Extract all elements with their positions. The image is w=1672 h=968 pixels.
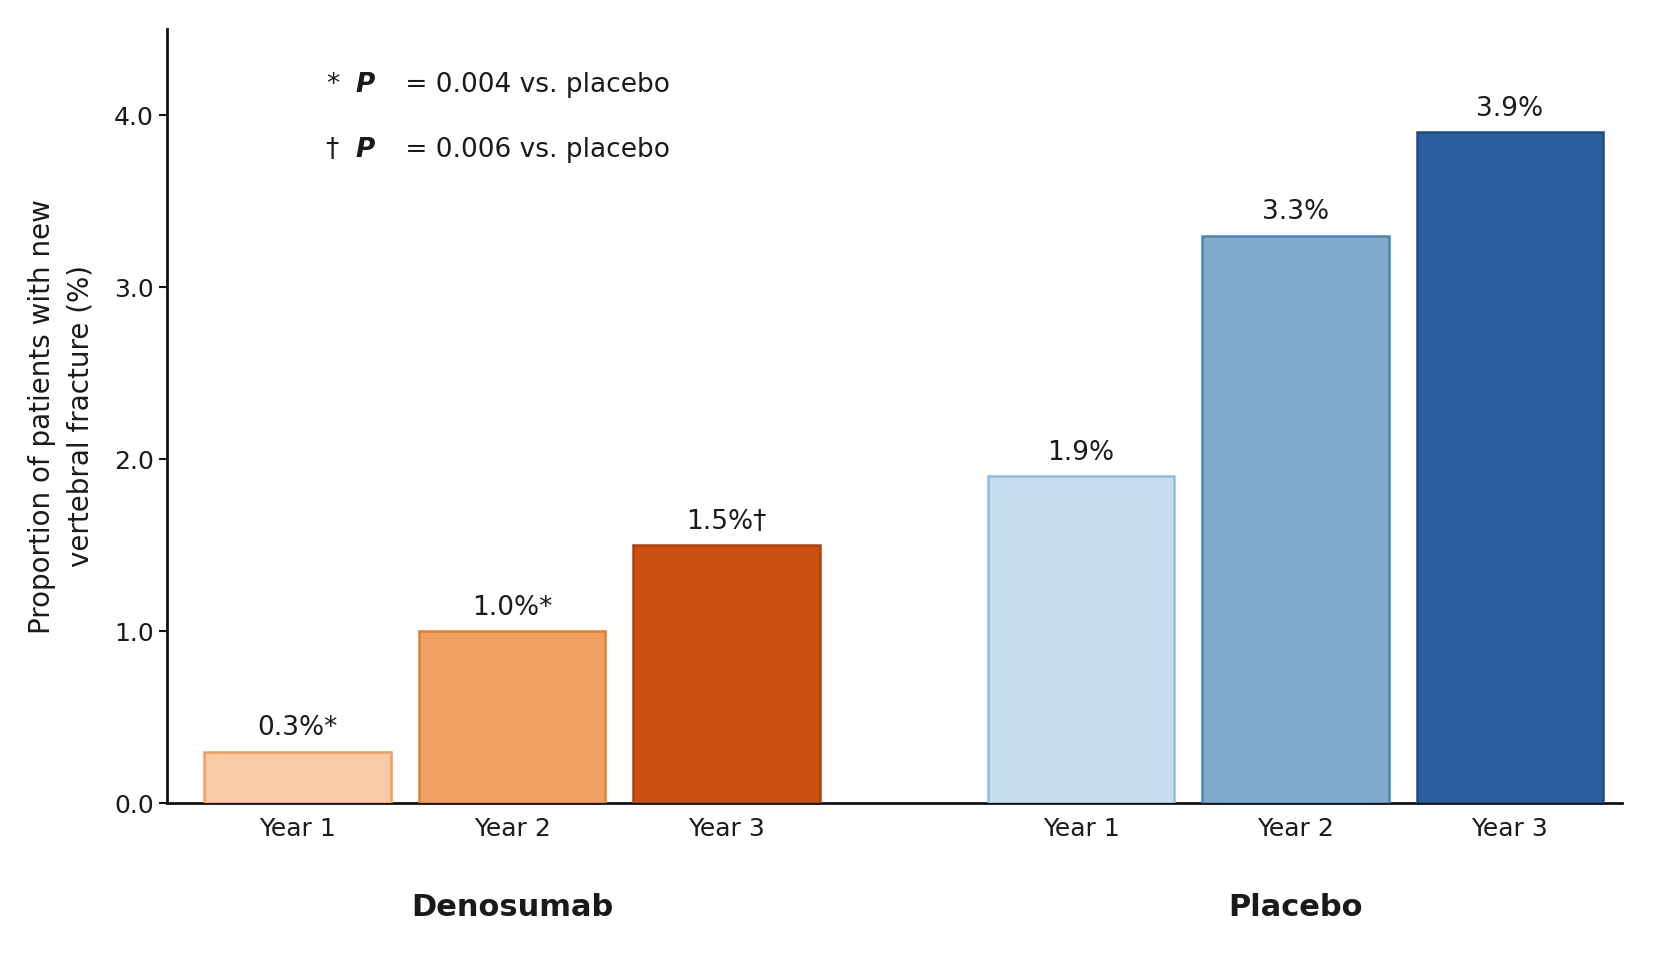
- Text: = 0.006 vs. placebo: = 0.006 vs. placebo: [396, 137, 669, 164]
- Bar: [634, 545, 819, 803]
- Text: P: P: [356, 72, 375, 98]
- Bar: [988, 476, 1174, 803]
- Y-axis label: Proportion of patients with new
vertebral fracture (%): Proportion of patients with new vertebra…: [28, 198, 95, 634]
- Text: = 0.004 vs. placebo: = 0.004 vs. placebo: [396, 72, 669, 98]
- Text: 0.3%*: 0.3%*: [257, 715, 338, 741]
- Bar: [1416, 133, 1603, 803]
- Text: *: *: [326, 72, 339, 98]
- Bar: [1202, 235, 1389, 803]
- Text: 3.9%: 3.9%: [1476, 96, 1543, 122]
- Text: 1.5%†: 1.5%†: [687, 509, 767, 535]
- Text: P: P: [356, 137, 375, 164]
- Text: 1.9%: 1.9%: [1047, 440, 1115, 467]
- Text: Denosumab: Denosumab: [411, 892, 614, 922]
- Text: Placebo: Placebo: [1229, 892, 1363, 922]
- Text: †: †: [326, 137, 339, 164]
- Bar: [420, 631, 605, 803]
- Text: 3.3%: 3.3%: [1262, 199, 1329, 226]
- Text: 1.0%*: 1.0%*: [472, 595, 552, 621]
- Bar: [204, 752, 391, 803]
